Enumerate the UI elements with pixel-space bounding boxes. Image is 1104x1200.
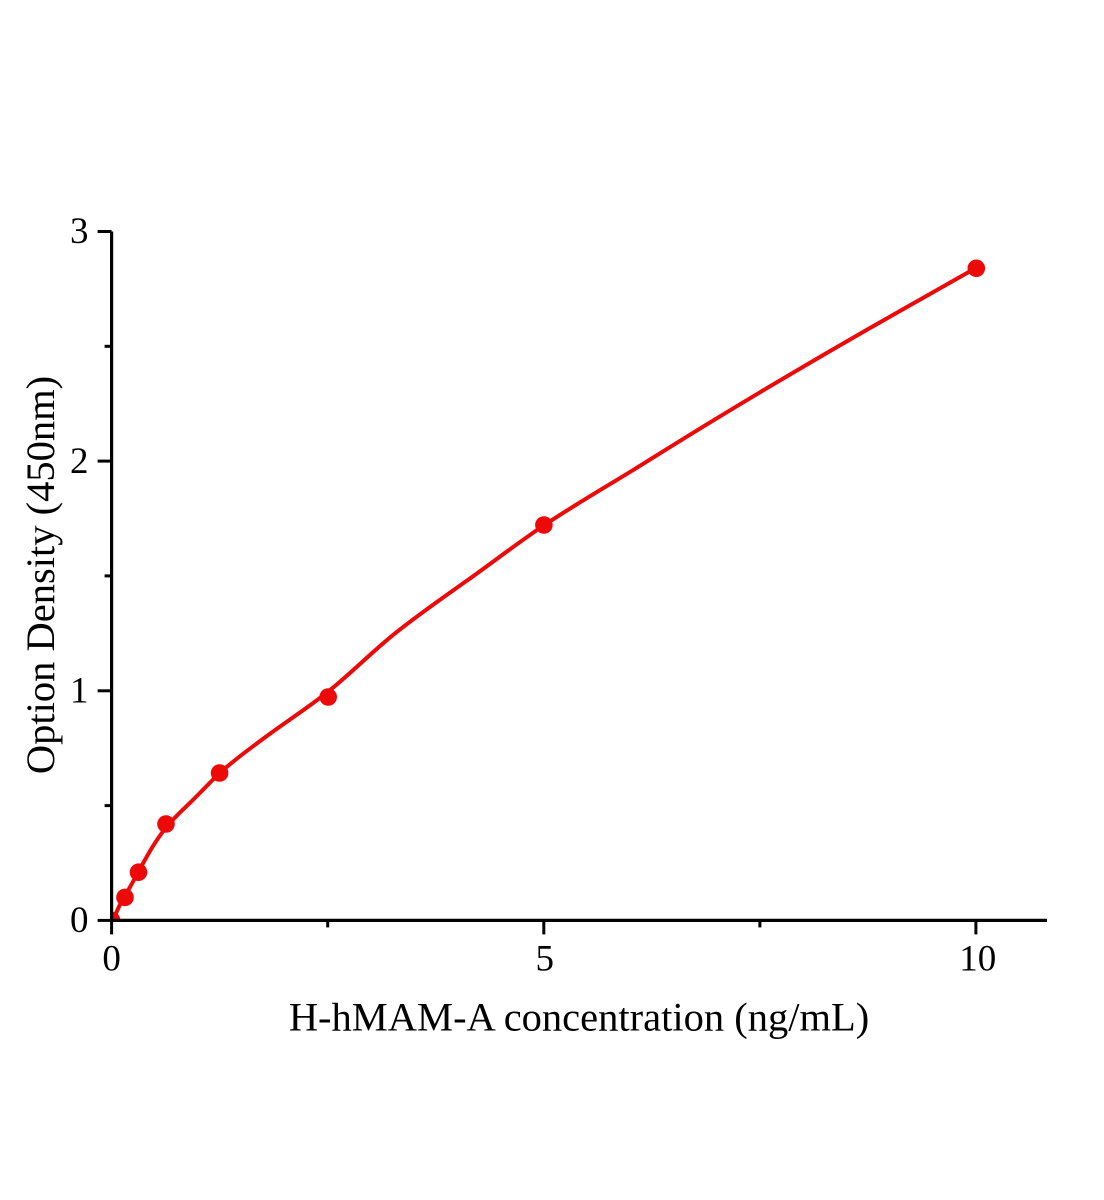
svg-text:10: 10: [959, 939, 996, 980]
svg-text:1: 1: [70, 671, 89, 712]
svg-text:2: 2: [70, 441, 89, 482]
svg-text:Option Density (450nm): Option Density (450nm): [18, 376, 63, 774]
svg-text:0: 0: [102, 939, 121, 980]
svg-text:5: 5: [536, 939, 555, 980]
svg-text:3: 3: [70, 211, 89, 252]
svg-text:0: 0: [70, 900, 89, 941]
svg-text:H-hMAM-A concentration (ng/mL): H-hMAM-A concentration (ng/mL): [289, 995, 869, 1040]
